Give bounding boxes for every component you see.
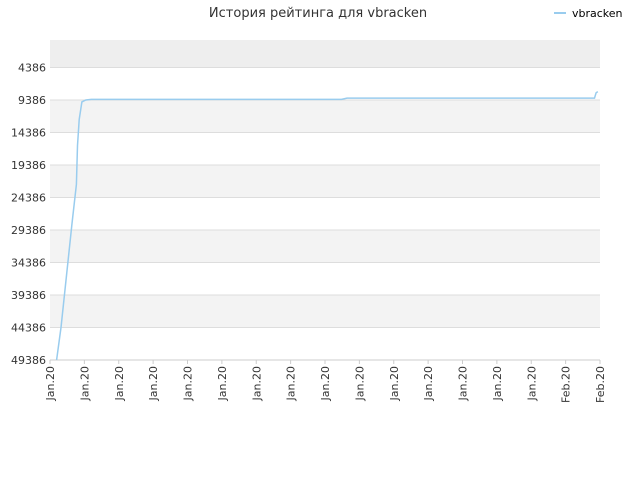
y-tick-label: 19386 <box>11 159 46 172</box>
y-tick-label: 24386 <box>11 192 46 205</box>
x-tick-label: Jan.20 <box>491 366 504 401</box>
x-tick-label: Jan.20 <box>319 366 332 401</box>
x-tick-label: Jan.20 <box>353 366 366 401</box>
x-tick-label: Jan.20 <box>422 366 435 401</box>
background-band <box>50 100 600 133</box>
x-tick-label: Jan.20 <box>285 366 298 401</box>
background-band <box>50 165 600 198</box>
background-band <box>50 197 600 230</box>
x-tick-label: Feb.20 <box>560 366 573 403</box>
y-tick-label: 34386 <box>11 257 46 270</box>
y-tick-label: 49386 <box>11 354 46 367</box>
background-band <box>50 230 600 263</box>
y-axis-ticks: 4386 9386 14386 19386 24386 29386 34386 39386 44… <box>11 62 46 368</box>
background-band <box>50 67 600 100</box>
background-band <box>50 295 600 328</box>
y-tick-label: 39386 <box>11 289 46 302</box>
legend: vbracken <box>554 7 623 20</box>
x-tick-label: Jan.20 <box>147 366 160 401</box>
plot-background-bands <box>50 40 600 360</box>
x-tick-label: Jan.20 <box>250 366 263 401</box>
x-tick-label: Jan.20 <box>182 366 195 401</box>
x-tick-label: Jan.20 <box>388 366 401 401</box>
x-tick-label: Jan.20 <box>78 366 91 401</box>
background-band <box>50 132 600 165</box>
x-tick-label: Jan.20 <box>44 366 57 401</box>
y-tick-label: 4386 <box>18 62 46 75</box>
y-tick-label: 29386 <box>11 224 46 237</box>
background-band <box>50 262 600 295</box>
legend-label-vbracken: vbracken <box>572 7 623 20</box>
x-tick-label: Jan.20 <box>457 366 470 401</box>
y-tick-label: 9386 <box>18 94 46 107</box>
background-band <box>50 327 600 360</box>
x-tick-label: Jan.20 <box>113 366 126 401</box>
series-line-vbracken <box>55 90 599 361</box>
background-band <box>50 40 600 68</box>
series-group <box>55 90 599 361</box>
x-tick-label: Jan.20 <box>525 366 538 401</box>
x-tick-label: Feb.20 <box>594 366 607 403</box>
x-tick-label: Jan.20 <box>216 366 229 401</box>
y-tick-label: 44386 <box>11 322 46 335</box>
chart-title: История рейтинга для vbracken <box>209 6 427 21</box>
y-tick-label: 14386 <box>11 127 46 140</box>
x-axis-ticks: Jan.20 Jan.20 Jan.20 Jan.20 Jan.20 Jan.20 Jan.… <box>44 360 607 403</box>
